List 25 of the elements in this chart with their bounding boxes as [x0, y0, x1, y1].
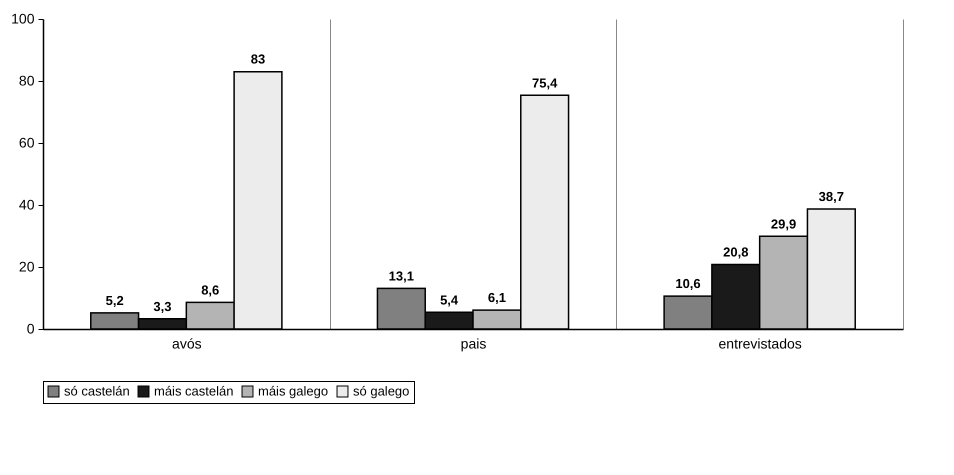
x-tick-label: pais	[460, 336, 486, 352]
y-tick-label: 20	[18, 258, 35, 274]
legend-label: só galego	[353, 384, 410, 399]
data-label: 5,2	[106, 292, 124, 308]
data-label: 8,6	[201, 282, 220, 298]
y-tick-label: 60	[18, 134, 35, 150]
data-label: 5,4	[440, 292, 459, 308]
legend-label: máis galego	[258, 384, 328, 399]
y-tick-label: 80	[18, 72, 35, 88]
data-label: 13,1	[388, 268, 414, 284]
x-tick-label: avós	[172, 336, 202, 352]
legend-label: máis castelán	[154, 384, 234, 399]
data-label: 6,1	[488, 290, 506, 306]
data-label: 38,7	[818, 189, 844, 204]
data-label: 3,3	[153, 298, 172, 314]
data-label: 29,9	[770, 216, 796, 232]
data-label: 10,6	[675, 276, 701, 292]
legend-label: só castelán	[64, 384, 130, 399]
data-label: 75,4	[532, 75, 558, 90]
y-tick-label: 0	[26, 320, 35, 336]
data-label: 83	[250, 52, 266, 67]
x-tick-label: entrevistados	[718, 336, 802, 352]
y-tick-label: 100	[11, 10, 35, 26]
data-label: 20,8	[723, 244, 748, 260]
y-tick-label: 40	[18, 196, 35, 212]
